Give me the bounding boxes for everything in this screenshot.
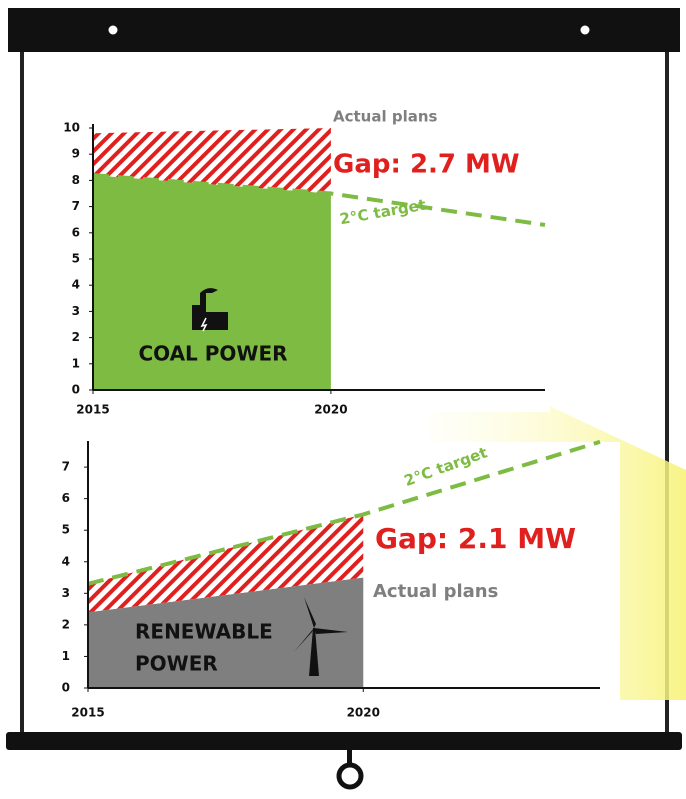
- y-tick-label: 7: [62, 460, 70, 474]
- y-tick-label: 5: [72, 252, 80, 266]
- chart-label: RENEWABLE: [135, 620, 273, 644]
- y-tick-label: 8: [72, 173, 80, 187]
- series-label: Actual plans: [333, 108, 438, 126]
- gap-area: [93, 128, 331, 194]
- chart-label: POWER: [135, 652, 218, 676]
- coal-icon: [192, 288, 228, 332]
- x-tick-label: 2015: [71, 706, 104, 720]
- y-tick-label: 10: [63, 121, 80, 135]
- y-tick-label: 3: [62, 586, 70, 600]
- chart-label: COAL POWER: [138, 342, 287, 366]
- y-tick-label: 7: [72, 199, 80, 213]
- gap-label: Gap: 2.1 MW: [375, 522, 576, 555]
- y-tick-label: 1: [62, 649, 70, 663]
- y-tick-label: 3: [72, 304, 80, 318]
- y-tick-label: 0: [72, 383, 80, 397]
- y-tick-label: 6: [72, 225, 80, 239]
- gap-area: [88, 514, 364, 613]
- y-tick-label: 2: [62, 617, 70, 631]
- y-tick-label: 6: [62, 491, 70, 505]
- target-line: [92, 173, 546, 227]
- y-tick-label: 4: [72, 278, 80, 292]
- wind-icon: [294, 597, 348, 676]
- x-tick-label: 2015: [76, 403, 109, 417]
- y-tick-label: 5: [62, 523, 70, 537]
- y-tick-label: 1: [72, 356, 80, 370]
- x-tick-label: 2020: [347, 706, 380, 720]
- x-tick-label: 2020: [314, 403, 347, 417]
- gap-label: Gap: 2.7 MW: [333, 150, 520, 180]
- target-line: [87, 439, 601, 586]
- base-area: [93, 175, 331, 390]
- y-tick-label: 9: [72, 147, 80, 161]
- y-tick-label: 0: [62, 681, 70, 695]
- base-area: [88, 577, 364, 688]
- series-label: Actual plans: [373, 581, 498, 602]
- y-tick-label: 2: [72, 330, 80, 344]
- y-tick-label: 4: [62, 554, 70, 568]
